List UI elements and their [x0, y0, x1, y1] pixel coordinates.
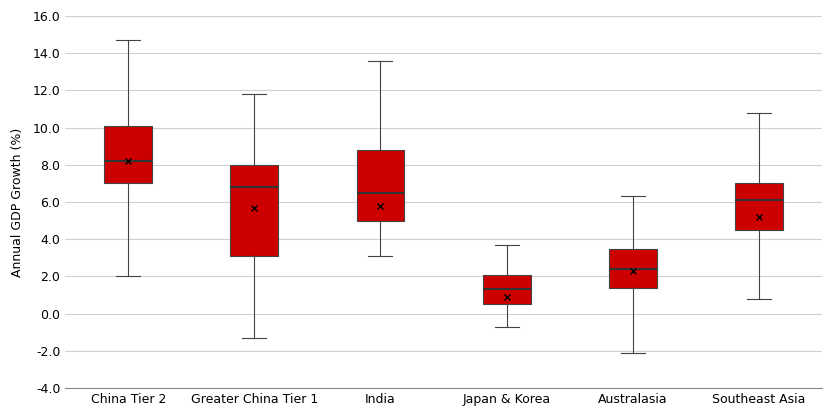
PathPatch shape: [231, 165, 278, 256]
PathPatch shape: [735, 183, 783, 230]
PathPatch shape: [104, 126, 152, 183]
Y-axis label: Annual GDP Growth (%): Annual GDP Growth (%): [11, 128, 24, 277]
PathPatch shape: [482, 274, 531, 304]
PathPatch shape: [609, 249, 656, 288]
PathPatch shape: [357, 150, 405, 221]
